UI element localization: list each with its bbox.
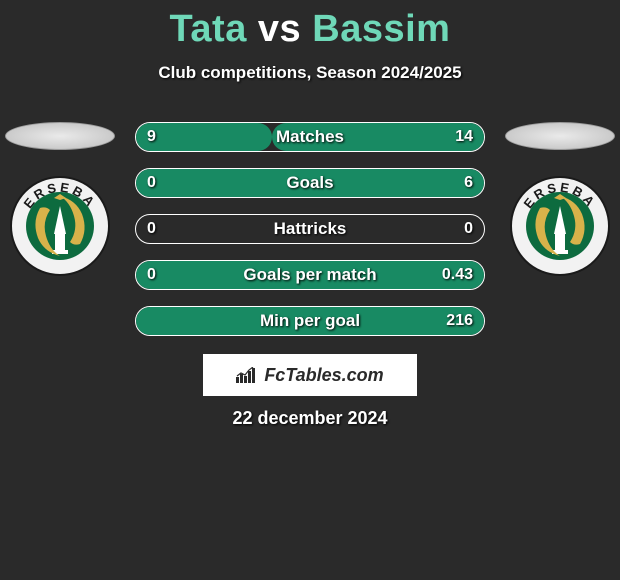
stat-track	[135, 214, 485, 244]
stat-track	[135, 260, 485, 290]
player2-name: Bassim	[312, 8, 450, 50]
stats-bars: 9 14 Matches 0 6 Goals 0 0 Hattricks 0 0…	[135, 122, 485, 352]
vs-separator: vs	[258, 8, 301, 50]
player1-avatar-placeholder	[5, 122, 115, 150]
player2-column: ERSEBA	[500, 122, 620, 276]
player1-column: ERSEBA	[0, 122, 120, 276]
brand-bars-icon	[236, 367, 258, 383]
stat-track	[135, 168, 485, 198]
stat-fill-right	[136, 169, 484, 197]
stat-track	[135, 306, 485, 336]
brand-text: FcTables.com	[264, 365, 383, 386]
player1-name: Tata	[170, 8, 247, 50]
stat-row: 0 0.43 Goals per match	[135, 260, 485, 290]
stat-row: 0 0 Hattricks	[135, 214, 485, 244]
brand-box: FcTables.com	[201, 352, 419, 398]
player1-club-badge: ERSEBA	[10, 176, 110, 276]
stat-fill-right	[136, 307, 484, 335]
stat-row: 216 Min per goal	[135, 306, 485, 336]
stat-fill-right	[136, 261, 484, 289]
subtitle: Club competitions, Season 2024/2025	[0, 63, 620, 83]
stat-row: 0 6 Goals	[135, 168, 485, 198]
stat-row: 9 14 Matches	[135, 122, 485, 152]
stat-fill-right	[272, 123, 484, 151]
comparison-card: Tata vs Bassim Club competitions, Season…	[0, 0, 620, 580]
stat-track	[135, 122, 485, 152]
player2-club-badge: ERSEBA	[510, 176, 610, 276]
date-text: 22 december 2024	[0, 408, 620, 429]
player2-avatar-placeholder	[505, 122, 615, 150]
stat-fill-left	[136, 123, 272, 151]
page-title: Tata vs Bassim	[0, 0, 620, 51]
